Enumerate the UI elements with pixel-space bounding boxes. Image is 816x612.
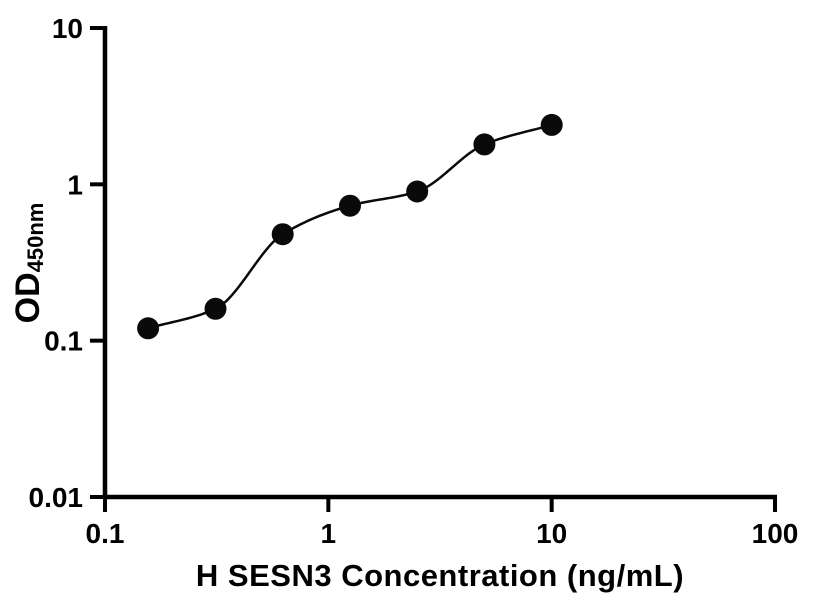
y-axis-tick-label: 0.01	[29, 482, 84, 513]
y-axis-tick-label: 0.1	[44, 326, 83, 357]
data-point	[271, 223, 294, 246]
data-point	[204, 297, 227, 320]
y-axis-title: OD450nm	[9, 163, 55, 363]
fit-curve	[147, 123, 553, 330]
data-point	[406, 180, 429, 203]
data-point	[137, 317, 160, 340]
axis-line	[102, 26, 777, 500]
y-axis-tick-label: 1	[67, 169, 83, 200]
x-axis-tick-label: 1	[321, 518, 337, 549]
y-axis-title-subscript: 450nm	[22, 202, 48, 273]
x-axis-tick-label: 10	[536, 518, 567, 549]
x-axis-title: H SESN3 Concentration (ng/mL)	[195, 558, 685, 593]
data-point	[540, 113, 563, 136]
x-axis-tick-label: 0.1	[86, 518, 125, 549]
y-axis-tick-label: 10	[52, 13, 83, 44]
y-axis-title-main: OD	[9, 272, 47, 324]
data-point	[339, 194, 361, 217]
data-point	[473, 133, 496, 156]
x-axis-tick-label: 100	[752, 518, 799, 549]
